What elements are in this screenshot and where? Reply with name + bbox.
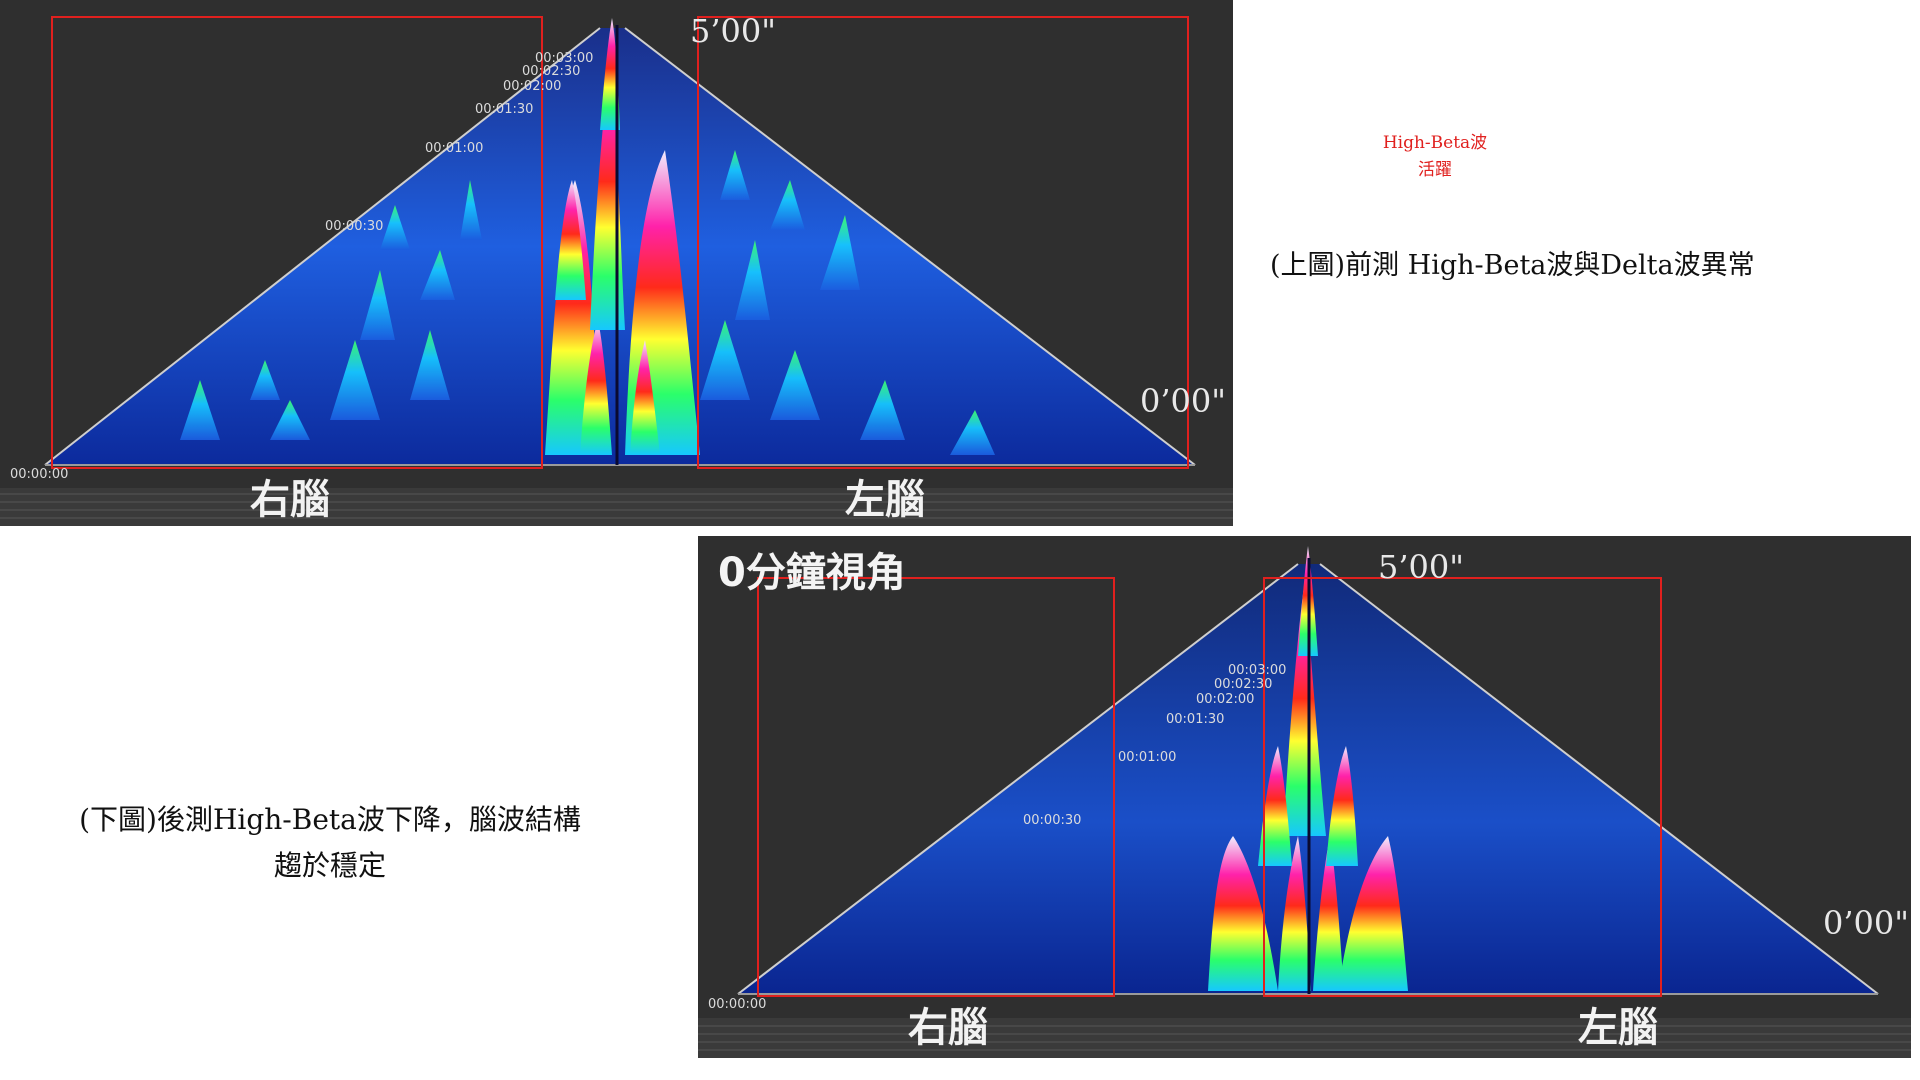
top-spectrogram-panel: 00:00:00 00:00:30 00:01:00 00:01:30 00:0… [0, 0, 1233, 526]
right-brain-highlight-box [757, 577, 1115, 997]
top-spectrogram-svg: 00:00:00 00:00:30 00:01:00 00:01:30 00:0… [0, 12, 1233, 526]
left-brain-highlight-box [1263, 577, 1662, 997]
time-end-label: 5’00" [690, 12, 776, 50]
right-brain-label: 右腦 [250, 477, 330, 523]
tick-label: 00:02:30 [522, 64, 580, 79]
tick-label: 00:01:30 [475, 102, 533, 117]
left-brain-label: 左腦 [845, 477, 925, 523]
time-start-label: 0’00" [1140, 382, 1226, 420]
tick-label: 00:01:30 [1166, 712, 1224, 727]
high-beta-note-line2: 活躍 [1418, 160, 1452, 180]
tick-label: 00:01:00 [1118, 750, 1176, 765]
left-brain-label: 左腦 [1578, 1005, 1658, 1051]
right-brain-highlight-box [51, 16, 543, 469]
caption-bottom-line2: 趨於穩定 [273, 849, 386, 882]
tick-label: 00:02:00 [1196, 692, 1254, 707]
tick-label: 00:01:00 [425, 141, 483, 156]
caption-bottom: (下圖)後測High-Beta波下降，腦波結構 趨於穩定 [30, 797, 630, 889]
bottom-spectrogram-svg: 0分鐘視角 00:00:00 00:00:30 00:01:00 00:01:3… [698, 546, 1911, 1058]
high-beta-annotation: High-Beta波 活躍 [1370, 130, 1500, 184]
time-end-label: 5’00" [1378, 548, 1464, 586]
time-start-label: 0’00" [1823, 904, 1909, 942]
high-beta-note-line1: High-Beta波 [1382, 133, 1488, 153]
tick-label: 00:00:00 [708, 997, 766, 1012]
tick-label: 00:03:00 [1228, 663, 1286, 678]
tick-label: 00:00:30 [325, 219, 383, 234]
tick-label: 00:03:00 [535, 51, 593, 66]
tick-label: 00:00:00 [10, 467, 68, 482]
left-brain-highlight-box [697, 16, 1189, 469]
caption-top: (上圖)前測 High-Beta波與Delta波異常 [1270, 250, 1755, 281]
tick-label: 00:02:30 [1214, 677, 1272, 692]
view-angle-label: 0分鐘視角 [718, 550, 906, 596]
tick-label: 00:00:30 [1023, 813, 1081, 828]
bottom-spectrogram-panel: 0分鐘視角 00:00:00 00:00:30 00:01:00 00:01:3… [698, 536, 1911, 1058]
caption-bottom-line1: (下圖)後測High-Beta波下降，腦波結構 [79, 803, 581, 836]
right-brain-label: 右腦 [908, 1005, 988, 1051]
tick-label: 00:02:00 [503, 79, 561, 94]
